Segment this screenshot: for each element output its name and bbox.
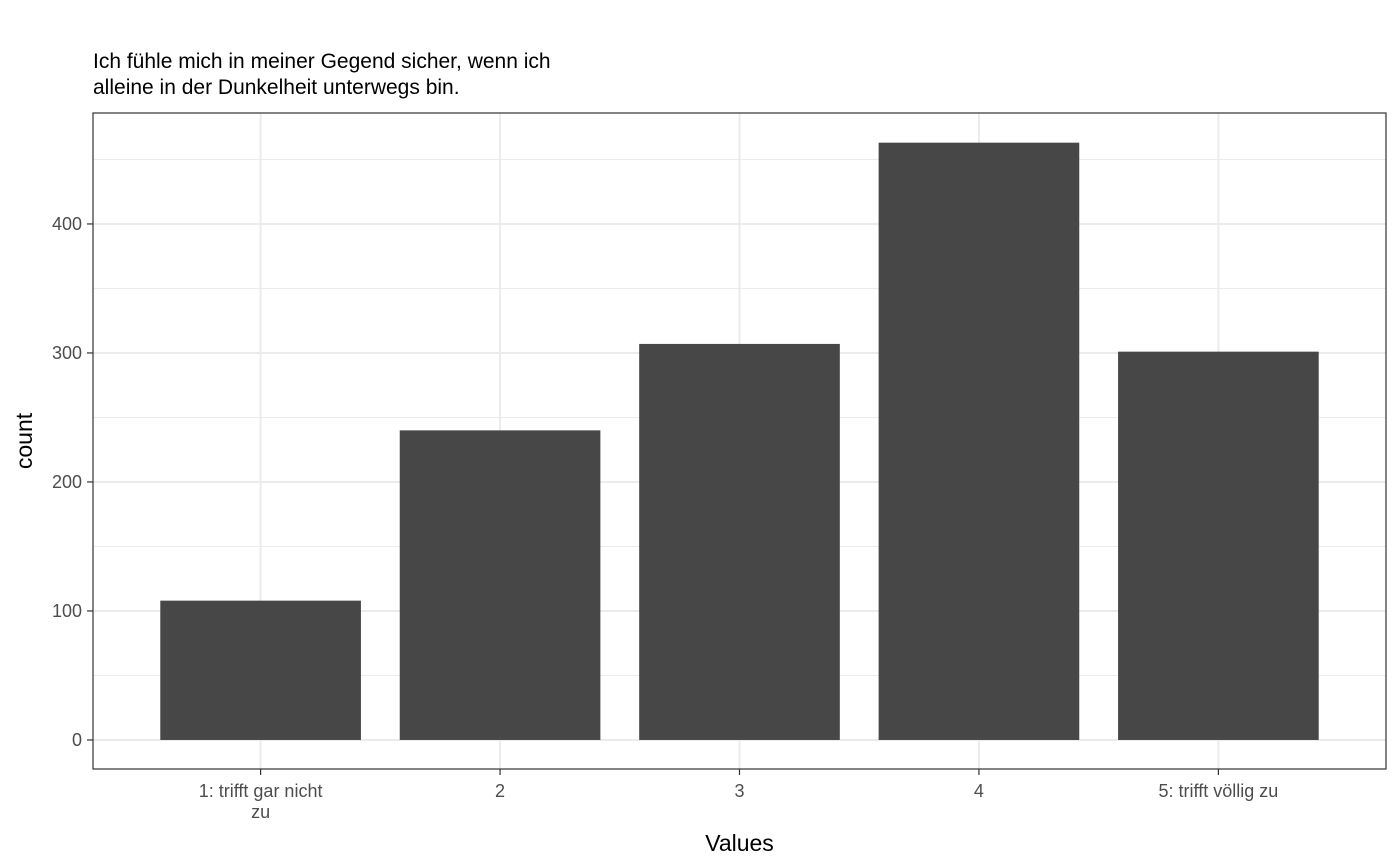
bars bbox=[160, 142, 1319, 740]
bar bbox=[639, 343, 840, 740]
y-tick-label: 0 bbox=[72, 730, 82, 750]
x-tick-label: 4 bbox=[974, 781, 984, 801]
x-tick-label-line: 4 bbox=[974, 781, 984, 801]
bar bbox=[878, 142, 1080, 740]
x-tick-label-line: 1: trifft gar nicht bbox=[199, 781, 323, 801]
y-axis-title: count bbox=[11, 412, 37, 469]
x-tick-label-line: zu bbox=[251, 802, 270, 822]
x-axis-title: Values bbox=[705, 830, 774, 856]
x-tick-label: 2 bbox=[495, 781, 505, 801]
y-tick-label: 200 bbox=[52, 472, 82, 492]
x-tick-label-line: 3 bbox=[734, 781, 744, 801]
bar bbox=[160, 600, 361, 740]
chart-title-line: alleine in der Dunkelheit unterwegs bin. bbox=[93, 76, 460, 99]
y-tick-label: 400 bbox=[52, 214, 82, 234]
bar bbox=[1118, 351, 1319, 740]
chart-title: Ich fühle mich in meiner Gegend sicher, … bbox=[93, 50, 551, 99]
y-axis-ticks: 0 100 200 300 400 bbox=[52, 214, 93, 750]
y-tick-label: 300 bbox=[52, 343, 82, 363]
x-tick-label: 5: trifft völlig zu bbox=[1159, 781, 1279, 801]
x-tick-label: 3 bbox=[734, 781, 744, 801]
y-tick-label: 100 bbox=[52, 601, 82, 621]
bar bbox=[399, 430, 601, 740]
x-tick-label-line: 2 bbox=[495, 781, 505, 801]
x-axis-ticks: 1: trifft gar nicht zu 2 3 4 5: trifft völlig… bbox=[199, 769, 1279, 822]
chart-title-line: Ich fühle mich in meiner Gegend sicher, … bbox=[93, 50, 551, 73]
x-tick-label: 1: trifft gar nicht zu bbox=[199, 781, 323, 822]
x-tick-label-line: 5: trifft völlig zu bbox=[1159, 781, 1279, 801]
